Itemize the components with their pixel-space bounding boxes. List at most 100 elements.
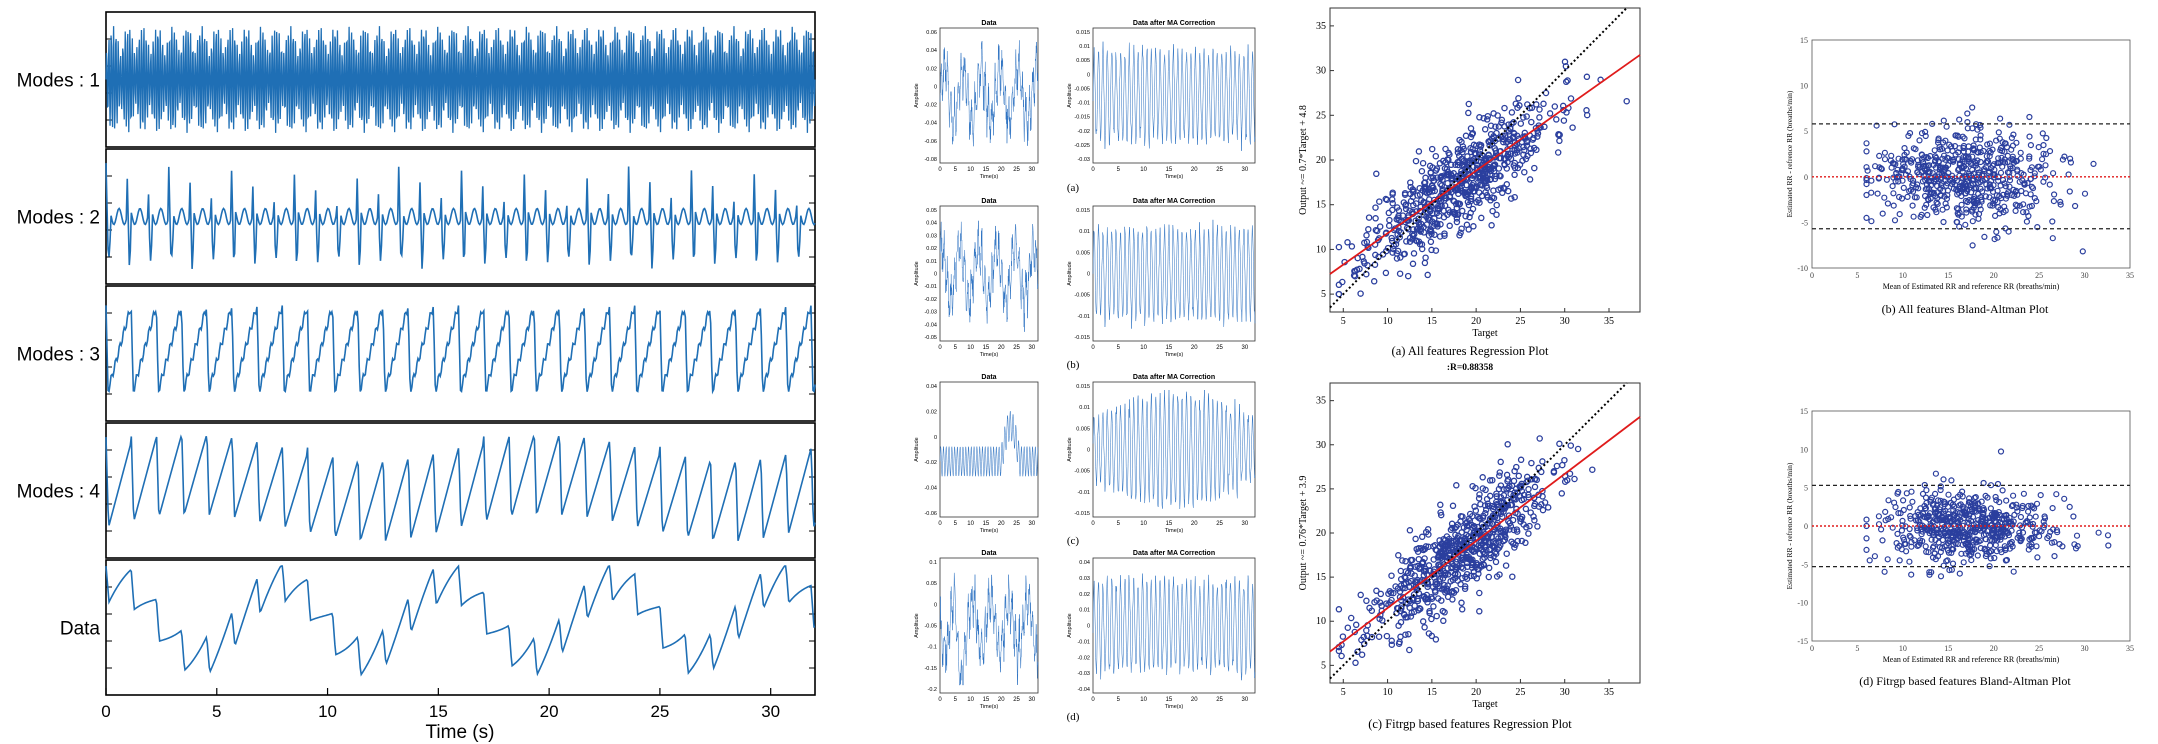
ba-point	[1926, 516, 1933, 523]
regression-point	[1376, 223, 1384, 230]
regression-point	[1520, 133, 1527, 141]
ba-point	[1879, 537, 1886, 544]
regression-point	[1410, 226, 1417, 233]
ba-point	[2031, 195, 2038, 202]
ba-point	[1863, 175, 1870, 182]
ma-x-tick-label: 15	[983, 521, 990, 527]
regression-point	[1510, 526, 1518, 534]
regression-x-tick-label: 15	[1427, 316, 1437, 327]
regression-point	[1509, 494, 1517, 502]
regression-point	[1458, 170, 1465, 178]
ba-point	[1923, 181, 1931, 188]
regression-point	[1490, 187, 1497, 194]
ma-x-tick-label: 25	[1216, 697, 1223, 703]
ba-point	[2040, 178, 2047, 185]
ba-point	[2049, 235, 2056, 242]
regression-point	[1505, 512, 1513, 519]
regression-point	[1383, 632, 1391, 640]
ba-point	[1875, 513, 1883, 520]
ba-point	[1928, 536, 1935, 543]
ma-y-tick-label: 0	[934, 272, 937, 278]
ba-point	[2029, 523, 2036, 530]
ba-point	[2017, 513, 2025, 521]
ma-x-label: Time(s)	[1165, 704, 1184, 710]
ba-point	[1969, 104, 1976, 111]
ba-x-label: Mean of Estimated RR and reference RR (b…	[1883, 282, 2060, 291]
regression-point	[1450, 209, 1458, 216]
regression-point	[1397, 575, 1405, 583]
ba-point	[1936, 163, 1944, 170]
regression-point	[1376, 599, 1384, 606]
ba-point	[2045, 532, 2052, 540]
regression-point	[1528, 459, 1535, 467]
ba-point	[1936, 506, 1943, 513]
ba-point	[1989, 202, 1996, 209]
regression-point	[1402, 205, 1410, 213]
ba-point	[1921, 505, 1929, 512]
ba-point	[2002, 528, 2009, 535]
ba-point	[1931, 147, 1938, 154]
regression-point	[1458, 187, 1465, 195]
ma-caption-d: (d)	[1067, 711, 1080, 723]
ba-point	[1986, 536, 1993, 544]
regression-point	[1408, 556, 1416, 564]
regression-point	[1532, 124, 1540, 132]
ba-point	[2049, 505, 2056, 512]
ba-point	[1928, 494, 1936, 501]
regression-point	[1409, 260, 1417, 268]
ba-point	[1984, 185, 1991, 192]
ba-point	[1900, 506, 1907, 514]
ba-point	[1916, 539, 1924, 546]
regression-point	[1501, 161, 1508, 169]
ba-point	[1944, 557, 1951, 564]
regression-point	[1481, 126, 1489, 133]
ma-subplot-left: Data 0.05 0.04 0.03 0.02 0.01 0 -0.01 -0.02 -0.03…	[914, 198, 1039, 358]
ba-point	[1908, 539, 1915, 546]
ma-x-tick-label: 20	[1191, 521, 1198, 527]
regression-point	[1546, 110, 1554, 117]
ba-point	[1868, 189, 1875, 196]
ba-point	[1935, 137, 1942, 144]
regression-point	[1389, 249, 1396, 256]
regression-point	[1348, 243, 1356, 250]
regression-point	[1437, 548, 1445, 555]
regression-point	[1439, 575, 1447, 582]
ba-point	[1953, 205, 1961, 212]
ma-y-tick-label: 0	[1087, 624, 1090, 630]
ba-point	[2025, 212, 2032, 220]
ma-y-tick-label: 0.05	[926, 581, 937, 587]
regression-point	[1514, 164, 1522, 172]
ba-point	[1940, 562, 1947, 569]
ma-y-tick-label: 0.005	[1076, 426, 1090, 432]
ba-point	[1972, 526, 1979, 533]
ba-point	[1965, 153, 1972, 160]
ba-point	[1885, 497, 1892, 504]
regression-point	[1347, 614, 1355, 622]
ba-point	[2040, 524, 2047, 531]
ba-point	[1941, 517, 1949, 524]
regression-point	[1502, 562, 1510, 569]
regression-point	[1525, 485, 1532, 493]
regression-point	[1482, 534, 1489, 541]
ba-point	[1934, 139, 1942, 146]
ba-point	[1933, 199, 1940, 206]
ba-point	[1893, 539, 1900, 547]
regression-point	[1551, 103, 1559, 110]
regression-point	[1517, 120, 1525, 127]
regression-point	[1521, 168, 1528, 176]
ba-point	[2057, 201, 2064, 208]
ba-point	[2054, 529, 2061, 536]
regression-point	[1515, 95, 1522, 102]
regression-point	[1418, 533, 1426, 541]
ma-x-tick-label: 10	[967, 345, 974, 351]
regression-y-tick-label: 35	[1316, 21, 1326, 32]
regression-point	[1335, 243, 1343, 251]
regression-point	[1429, 174, 1437, 181]
ba-point	[1952, 151, 1959, 158]
regression-y-tick-label: 10	[1316, 244, 1326, 255]
regression-point	[1441, 230, 1448, 237]
ba-frame	[1811, 39, 2131, 269]
ba-point	[1895, 155, 1902, 162]
ma-y-tick-label: -0.05	[924, 624, 937, 630]
